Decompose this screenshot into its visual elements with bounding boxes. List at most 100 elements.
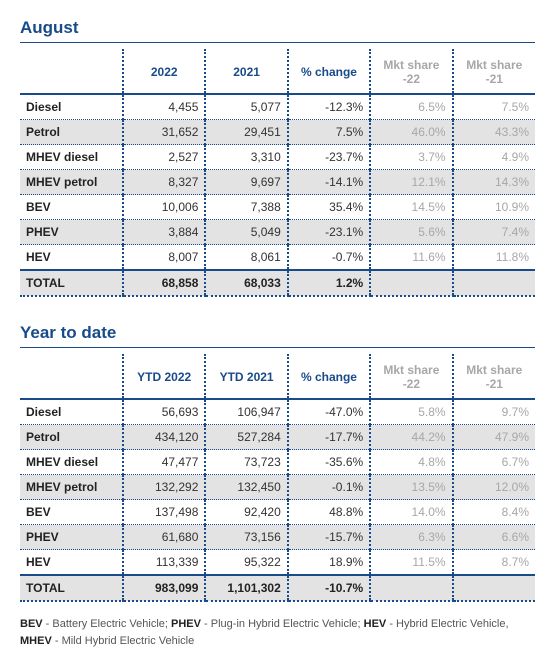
col-header-pct: % change: [288, 354, 370, 399]
cell: 43.3%: [453, 120, 535, 145]
table-row: MHEV petrol8,3279,697-14.1%12.1%14.3%: [20, 170, 535, 195]
cell: 31,652: [123, 120, 205, 145]
cell: 4.8%: [370, 450, 452, 475]
cell: 46.0%: [370, 120, 452, 145]
legend-def: Battery Electric Vehicle: [52, 618, 165, 630]
cell: 14.5%: [370, 195, 452, 220]
table-ytd: YTD 2022 YTD 2021 % change Mkt share -22…: [20, 354, 535, 602]
cell: -15.7%: [288, 525, 370, 550]
cell: -12.3%: [288, 94, 370, 120]
table-row: HEV8,0078,061-0.7%11.6%11.8%: [20, 245, 535, 271]
table-header-row: YTD 2022 YTD 2021 % change Mkt share -22…: [20, 354, 535, 399]
row-label: Petrol: [20, 425, 123, 450]
col-header-2022: 2022: [123, 49, 205, 94]
row-label: HEV: [20, 245, 123, 271]
col-header-ytd22: YTD 2022: [123, 354, 205, 399]
cell: -23.1%: [288, 220, 370, 245]
cell: 14.0%: [370, 500, 452, 525]
cell: 14.3%: [453, 170, 535, 195]
table-row: Diesel56,693106,947-47.0%5.8%9.7%: [20, 399, 535, 425]
table-row: Diesel4,4555,077-12.3%6.5%7.5%: [20, 94, 535, 120]
col-header-2021: 2021: [205, 49, 287, 94]
cell: 8,327: [123, 170, 205, 195]
cell: -14.1%: [288, 170, 370, 195]
table-row: HEV113,33995,32218.9%11.5%8.7%: [20, 550, 535, 576]
cell: 18.9%: [288, 550, 370, 576]
cell: 8.7%: [453, 550, 535, 576]
legend-abbr: BEV: [20, 618, 43, 630]
table-row: MHEV petrol132,292132,450-0.1%13.5%12.0%: [20, 475, 535, 500]
cell: 29,451: [205, 120, 287, 145]
cell: 527,284: [205, 425, 287, 450]
table-august: 2022 2021 % change Mkt share -22 Mkt sha…: [20, 49, 535, 297]
table-header-row: 2022 2021 % change Mkt share -22 Mkt sha…: [20, 49, 535, 94]
table-row: Petrol434,120527,284-17.7%44.2%47.9%: [20, 425, 535, 450]
section-title-ytd: Year to date: [20, 323, 535, 348]
legend-abbr: HEV: [364, 618, 387, 630]
cell: 12.1%: [370, 170, 452, 195]
cell: 9.7%: [453, 399, 535, 425]
cell: [453, 270, 535, 296]
cell: 8,061: [205, 245, 287, 271]
row-label: TOTAL: [20, 575, 123, 601]
cell: 3,310: [205, 145, 287, 170]
cell: 10.9%: [453, 195, 535, 220]
cell: -10.7%: [288, 575, 370, 601]
cell: 11.8%: [453, 245, 535, 271]
cell: 132,450: [205, 475, 287, 500]
cell: -17.7%: [288, 425, 370, 450]
cell: -35.6%: [288, 450, 370, 475]
row-label: BEV: [20, 195, 123, 220]
table-row: MHEV diesel47,47773,723-35.6%4.8%6.7%: [20, 450, 535, 475]
cell: 4,455: [123, 94, 205, 120]
cell: 92,420: [205, 500, 287, 525]
cell: 3.7%: [370, 145, 452, 170]
cell: 9,697: [205, 170, 287, 195]
row-label: MHEV diesel: [20, 145, 123, 170]
row-label: Diesel: [20, 399, 123, 425]
row-label: TOTAL: [20, 270, 123, 296]
row-label: PHEV: [20, 220, 123, 245]
legend: BEV - Battery Electric Vehicle; PHEV - P…: [20, 616, 535, 649]
row-label: MHEV petrol: [20, 475, 123, 500]
cell: -0.7%: [288, 245, 370, 271]
table-row: PHEV61,68073,156-15.7%6.3%6.6%: [20, 525, 535, 550]
legend-def: Hybrid Electric Vehicle: [396, 618, 505, 630]
row-label: MHEV petrol: [20, 170, 123, 195]
cell: 10,006: [123, 195, 205, 220]
cell: 137,498: [123, 500, 205, 525]
cell: 5,077: [205, 94, 287, 120]
cell: 8,007: [123, 245, 205, 271]
table-body: Diesel56,693106,947-47.0%5.8%9.7%Petrol4…: [20, 399, 535, 601]
col-header-pct: % change: [288, 49, 370, 94]
cell: 48.8%: [288, 500, 370, 525]
col-header-m22: Mkt share -22: [370, 354, 452, 399]
col-header-m22: Mkt share -22: [370, 49, 452, 94]
cell: 61,680: [123, 525, 205, 550]
cell: 132,292: [123, 475, 205, 500]
cell: 6.3%: [370, 525, 452, 550]
cell: 5,049: [205, 220, 287, 245]
cell: 47.9%: [453, 425, 535, 450]
col-header-m21: Mkt share -21: [453, 49, 535, 94]
cell: 3,884: [123, 220, 205, 245]
cell: 6.5%: [370, 94, 452, 120]
cell: 7.5%: [288, 120, 370, 145]
table-row: Petrol31,65229,4517.5%46.0%43.3%: [20, 120, 535, 145]
cell: -23.7%: [288, 145, 370, 170]
cell: 434,120: [123, 425, 205, 450]
table-row: BEV10,0067,38835.4%14.5%10.9%: [20, 195, 535, 220]
cell: 35.4%: [288, 195, 370, 220]
cell: [370, 270, 452, 296]
row-label: PHEV: [20, 525, 123, 550]
cell: 13.5%: [370, 475, 452, 500]
cell: 7,388: [205, 195, 287, 220]
table-row: BEV137,49892,42048.8%14.0%8.4%: [20, 500, 535, 525]
cell: 106,947: [205, 399, 287, 425]
col-header-m21: Mkt share -21: [453, 354, 535, 399]
cell: 8.4%: [453, 500, 535, 525]
cell: 44.2%: [370, 425, 452, 450]
cell: 11.5%: [370, 550, 452, 576]
cell: 2,527: [123, 145, 205, 170]
col-header-blank: [20, 354, 123, 399]
